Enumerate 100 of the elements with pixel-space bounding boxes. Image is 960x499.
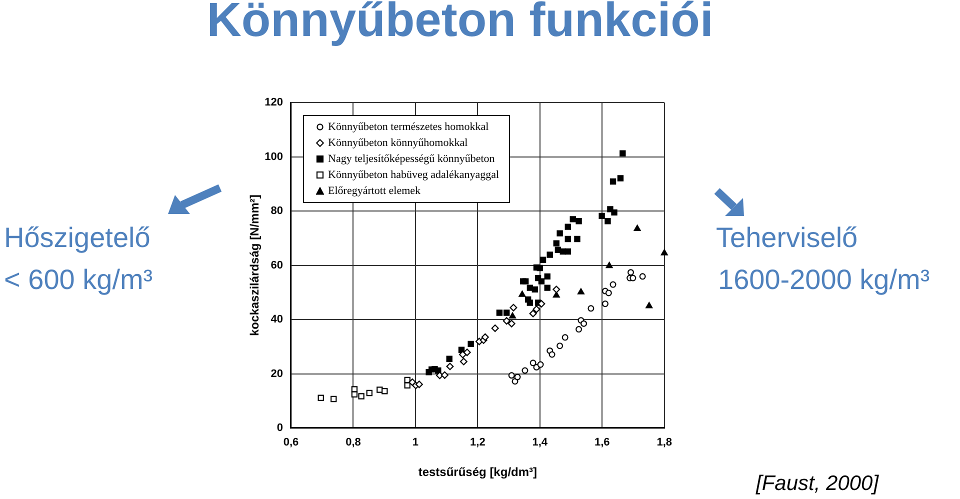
text: Teherviselő — [716, 222, 858, 254]
point — [529, 310, 537, 318]
point — [460, 358, 468, 366]
point — [446, 362, 454, 370]
point — [468, 340, 474, 348]
point — [496, 310, 503, 316]
point — [540, 256, 546, 263]
point — [553, 240, 560, 246]
point — [634, 224, 641, 231]
y-tick-label: 0 — [276, 422, 283, 434]
point — [576, 326, 582, 333]
point — [532, 305, 540, 313]
point — [610, 281, 616, 288]
point — [504, 310, 510, 316]
point — [546, 252, 553, 258]
point — [522, 367, 528, 374]
point — [435, 367, 442, 374]
point — [404, 382, 410, 389]
y-tick-label: 120 — [264, 96, 283, 109]
point — [522, 278, 529, 284]
point — [518, 290, 526, 297]
point — [577, 288, 584, 294]
point — [358, 393, 364, 400]
point — [544, 273, 550, 280]
text: < 600 kg/m³ — [4, 264, 153, 296]
x-tick-label: 0,6 — [283, 436, 299, 449]
y-axis-title: kockaszilárdság [N/mm²] — [248, 194, 262, 336]
x-tick-label: 1,6 — [594, 436, 610, 449]
point — [415, 380, 423, 388]
text: Hőszigetelő — [4, 222, 150, 254]
point — [576, 218, 582, 224]
point — [318, 394, 324, 401]
point — [564, 236, 571, 242]
point — [537, 361, 544, 368]
point — [610, 178, 616, 185]
legend-label: Könnyűbeton habüveg adalékanyaggal — [328, 168, 500, 183]
point — [548, 351, 556, 358]
point — [570, 216, 576, 222]
point — [606, 262, 613, 268]
point — [508, 320, 516, 328]
point — [440, 371, 448, 379]
legend-label: Könnyűbeton könnyűhomokkal — [328, 136, 468, 151]
point — [376, 386, 383, 393]
point — [526, 284, 534, 291]
point — [602, 300, 608, 308]
point — [574, 236, 580, 242]
y-tick-label: 20 — [270, 368, 283, 380]
x-axis-title: testsűrűség [kg/dm³] — [418, 465, 538, 480]
x-tick-label: 1,2 — [470, 436, 486, 449]
text: [Faust, 2000] — [756, 472, 879, 496]
chart-title: Könnyűbeton funkciói — [206, 0, 714, 48]
point — [481, 333, 489, 341]
point — [660, 249, 668, 256]
x-tick-label: 0,8 — [346, 436, 361, 449]
point — [598, 212, 605, 220]
legend-label: Könnyűbeton természetes homokkal — [328, 120, 489, 135]
point — [514, 374, 521, 380]
point — [562, 334, 568, 341]
point — [536, 264, 543, 272]
point — [526, 300, 534, 306]
point — [502, 317, 510, 325]
text: 1600-2000 kg/m³ — [718, 264, 930, 296]
point — [564, 224, 571, 230]
point — [544, 284, 550, 291]
point — [532, 286, 538, 293]
point — [646, 302, 653, 308]
point — [509, 312, 516, 319]
y-tick-label: 80 — [270, 205, 283, 218]
point — [620, 150, 626, 156]
point — [630, 274, 636, 282]
point — [491, 324, 499, 332]
point — [508, 372, 515, 379]
x-tick-label: 1,4 — [532, 436, 548, 449]
y-tick-label: 40 — [270, 314, 283, 326]
point — [605, 290, 612, 296]
point — [580, 320, 588, 327]
point — [330, 396, 337, 402]
point — [510, 304, 518, 312]
point — [552, 291, 560, 298]
point — [463, 348, 471, 356]
point — [617, 175, 624, 182]
legend-label: Nagy teljesítőképességű könnyűbeton — [328, 152, 495, 167]
point — [639, 273, 646, 280]
y-tick-label: 60 — [270, 259, 283, 272]
point — [564, 248, 571, 255]
point — [556, 230, 563, 236]
point — [556, 342, 564, 350]
point — [552, 286, 560, 294]
point — [611, 209, 618, 216]
point — [446, 356, 452, 362]
point — [628, 269, 634, 276]
point — [538, 278, 545, 284]
point — [588, 305, 594, 312]
legend-label: Előregyártott elemek — [328, 184, 421, 199]
point — [554, 246, 562, 253]
point — [530, 360, 536, 366]
y-tick-label: 100 — [264, 150, 283, 163]
point — [382, 388, 388, 394]
point — [604, 218, 611, 224]
point — [366, 390, 372, 396]
